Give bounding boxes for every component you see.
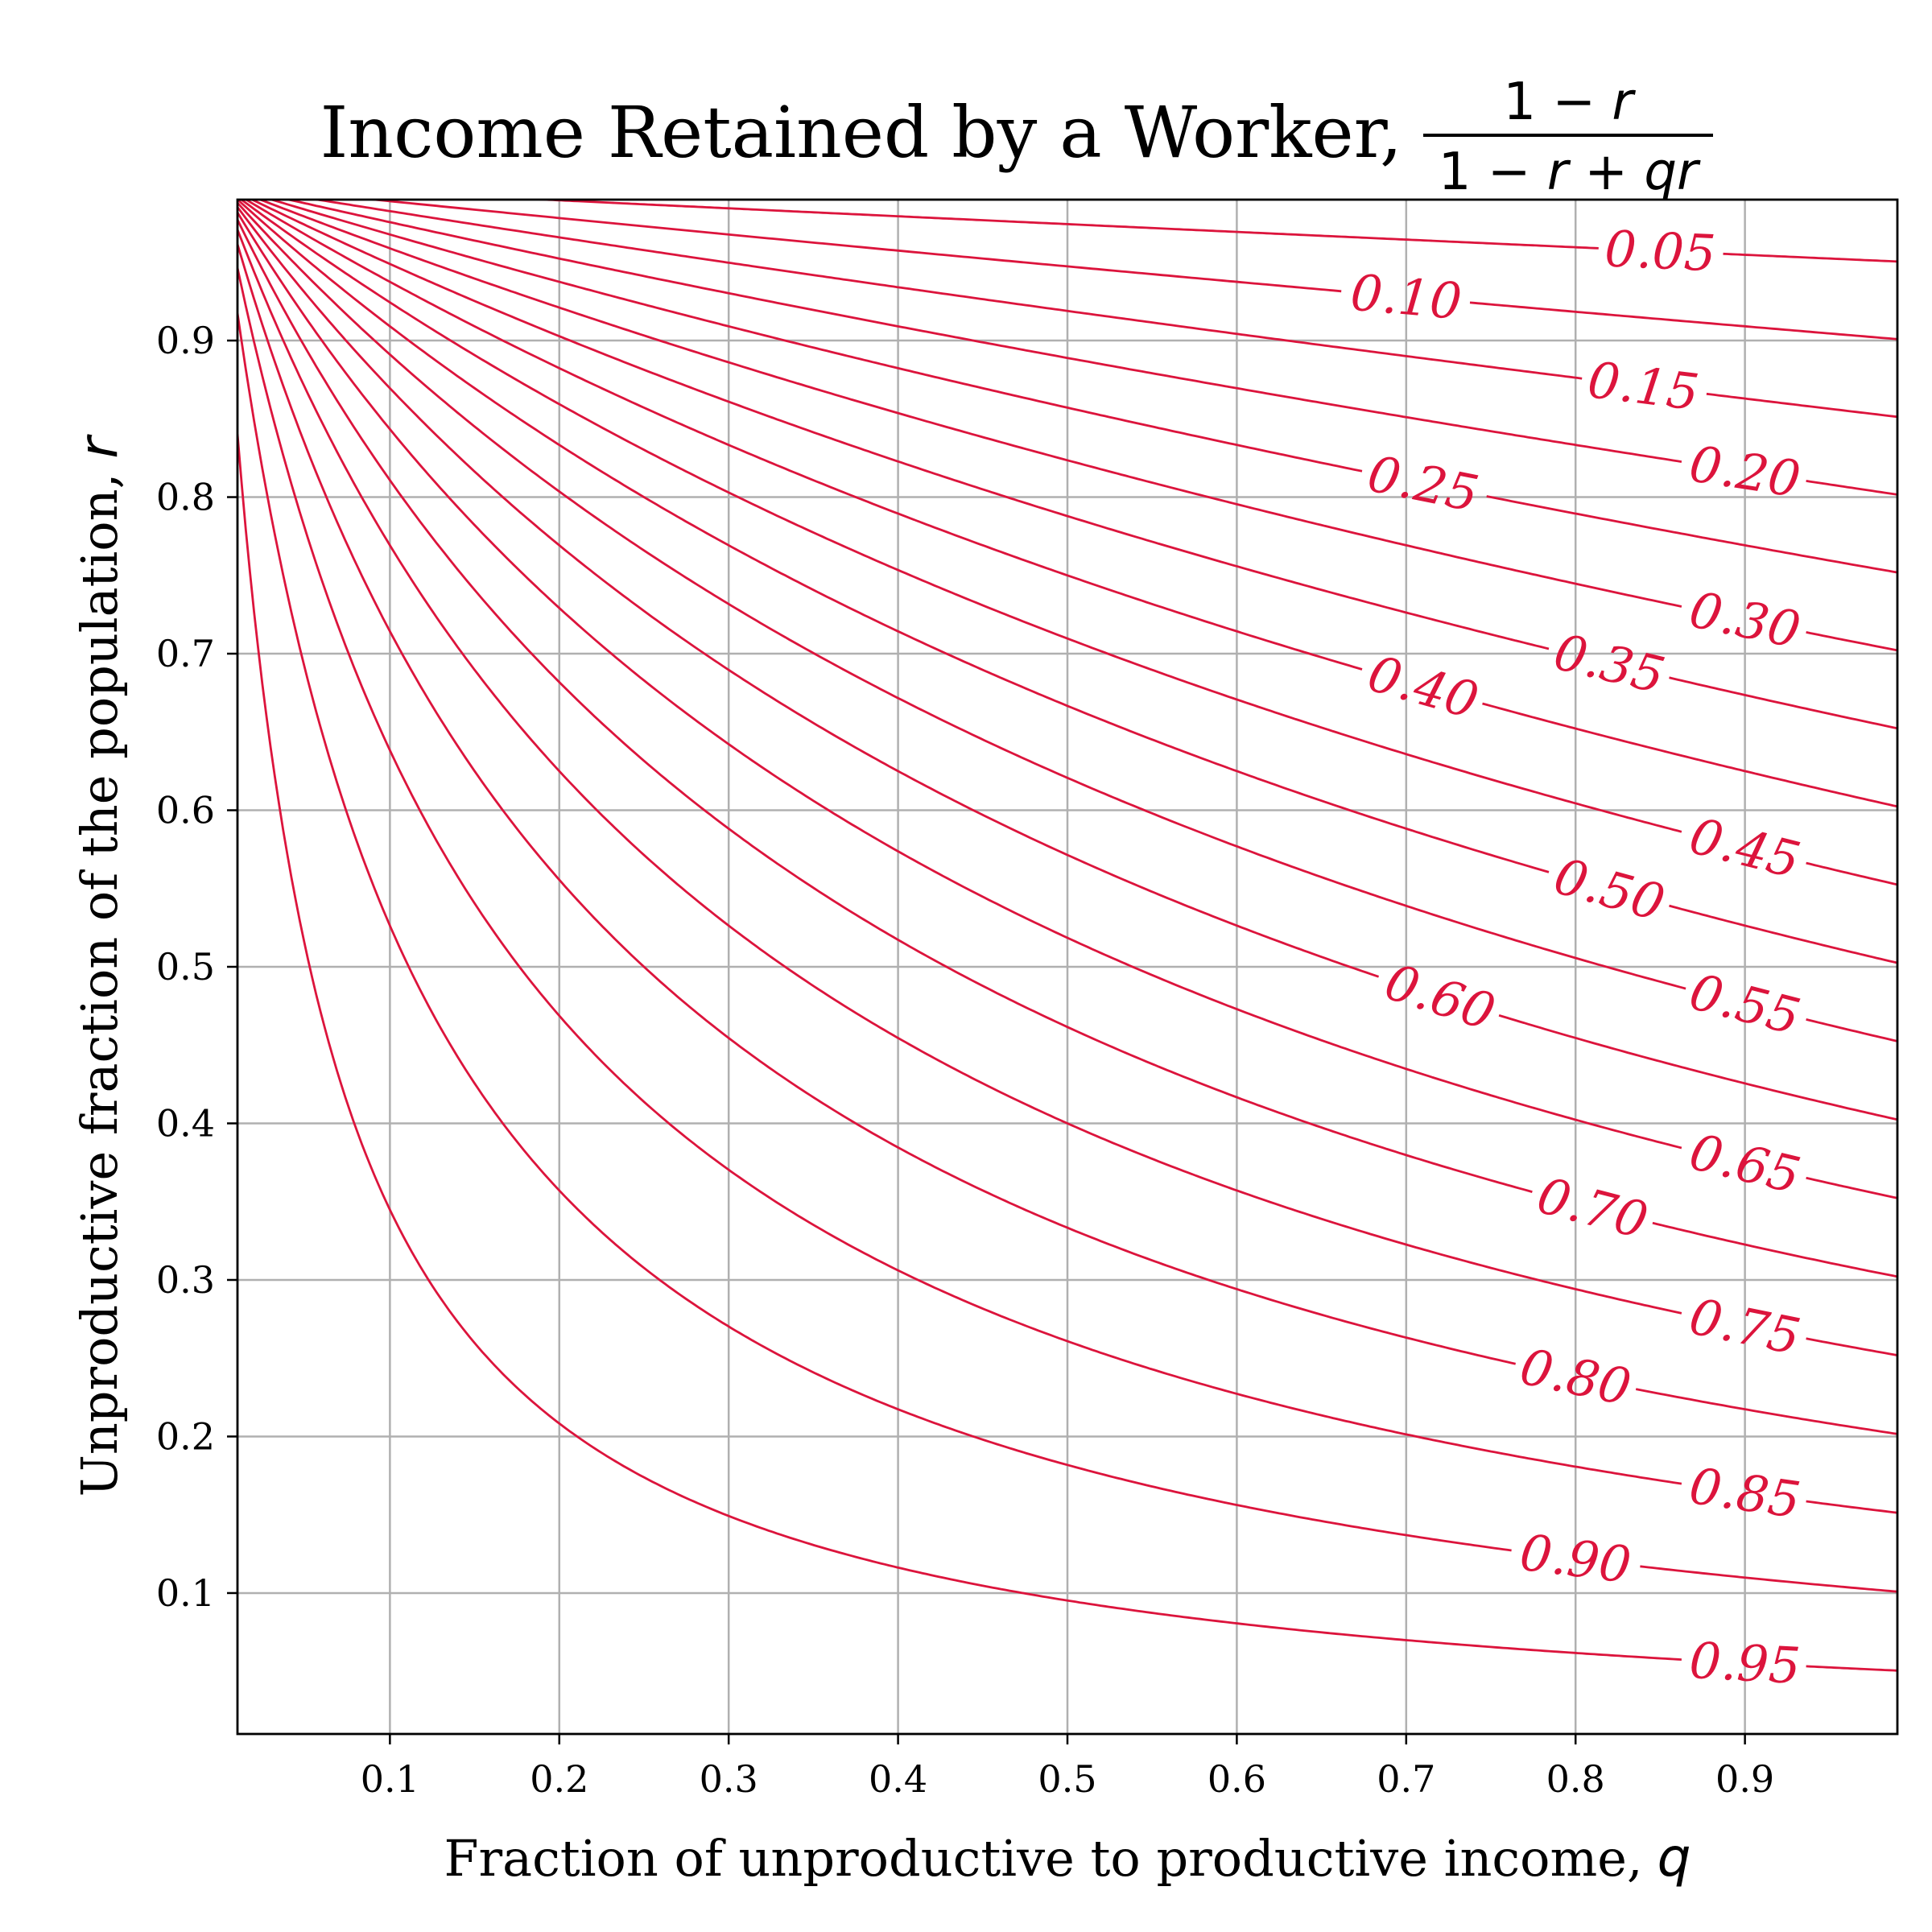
contour-line-0.50 bbox=[1669, 904, 1897, 964]
contour-label-0.80: 0.80 bbox=[1515, 1337, 1636, 1418]
title-denominator-plus: + bbox=[1568, 142, 1644, 202]
x-tick-label: 0.5 bbox=[1038, 1757, 1096, 1801]
contour-line-0.80 bbox=[1635, 1388, 1897, 1435]
x-axis-label: Fraction of unproductive to productive i… bbox=[444, 1827, 1690, 1889]
contour-line-0.40 bbox=[1482, 702, 1897, 808]
contour-line-0.55 bbox=[1806, 1018, 1897, 1042]
contour-label-0.95: 0.95 bbox=[1688, 1631, 1802, 1695]
contour-label-0.75: 0.75 bbox=[1685, 1286, 1806, 1366]
contour-label-0.45: 0.45 bbox=[1684, 806, 1806, 890]
contour-line-0.75 bbox=[1806, 1337, 1897, 1356]
contour-line-0.90 bbox=[1640, 1565, 1897, 1593]
contour-line-0.10 bbox=[363, 200, 1342, 293]
y-tick-label: 0.1 bbox=[156, 1571, 215, 1615]
y-axis-ticks: 0.1 0.2 0.3 0.4 0.5 0.6 0.7 0.8 0.9 bbox=[156, 319, 237, 1615]
x-axis-label-text: Fraction of unproductive to productive i… bbox=[444, 1829, 1642, 1888]
contour-line-0.75 bbox=[237, 229, 1682, 1315]
contour-label-0.15: 0.15 bbox=[1584, 350, 1702, 422]
contour-label-0.10: 0.10 bbox=[1348, 262, 1464, 331]
contour-line-0.05 bbox=[522, 200, 1599, 250]
contour-line-0.05 bbox=[1723, 252, 1897, 263]
grid-lines bbox=[237, 200, 1897, 1734]
contour-line-0.35 bbox=[1669, 676, 1897, 730]
x-tick-label: 0.1 bbox=[361, 1757, 419, 1801]
contour-line-0.60 bbox=[1498, 1013, 1897, 1121]
y-axis-label-symbol: r bbox=[68, 434, 130, 459]
contour-line-0.60 bbox=[237, 206, 1380, 978]
contour-line-0.85 bbox=[1806, 1500, 1897, 1514]
contour-line-0.65 bbox=[1806, 1176, 1897, 1199]
title-denominator-r: r bbox=[1547, 142, 1571, 202]
contour-label-0.05: 0.05 bbox=[1604, 219, 1717, 283]
contour-lines bbox=[237, 200, 1897, 1672]
x-tick-label: 0.7 bbox=[1377, 1757, 1435, 1801]
contour-line-0.55 bbox=[237, 202, 1686, 990]
contour-line-0.45 bbox=[239, 200, 1682, 833]
contour-line-0.50 bbox=[237, 200, 1550, 873]
x-tick-label: 0.6 bbox=[1208, 1757, 1266, 1801]
contour-label-0.70: 0.70 bbox=[1531, 1166, 1653, 1250]
title-numerator-one-minus: 1 − bbox=[1503, 72, 1612, 132]
chart-title-text: Income Retained by a Worker, bbox=[320, 91, 1402, 174]
x-axis-label-symbol: q bbox=[1657, 1827, 1691, 1889]
y-tick-label: 0.9 bbox=[156, 319, 215, 362]
contour-line-0.40 bbox=[244, 200, 1363, 671]
title-denominator-qr: qr bbox=[1644, 142, 1701, 202]
x-tick-label: 0.3 bbox=[700, 1757, 758, 1801]
x-axis-ticks: 0.1 0.2 0.3 0.4 0.5 0.6 0.7 0.8 0.9 bbox=[361, 1734, 1774, 1801]
contour-line-0.25 bbox=[1486, 495, 1897, 574]
contour-line-0.70 bbox=[1652, 1221, 1897, 1278]
y-tick-label: 0.4 bbox=[156, 1101, 215, 1145]
title-formula-numerator: 1 − r bbox=[1503, 72, 1636, 132]
contour-line-0.95 bbox=[1806, 1665, 1897, 1672]
contour-line-0.20 bbox=[1806, 480, 1897, 496]
contour-line-0.65 bbox=[237, 212, 1682, 1150]
title-formula: 1 − r 1 − r + qr bbox=[1423, 72, 1713, 202]
contour-label-0.50: 0.50 bbox=[1548, 846, 1671, 932]
y-tick-label: 0.7 bbox=[156, 632, 215, 675]
contour-line-0.20 bbox=[283, 200, 1682, 463]
contour-line-0.30 bbox=[1806, 631, 1897, 652]
contour-label-0.55: 0.55 bbox=[1684, 962, 1806, 1046]
y-axis-label-text: Unproductive fraction of the population, bbox=[70, 473, 129, 1497]
contour-label-0.65: 0.65 bbox=[1684, 1122, 1806, 1205]
contour-line-0.35 bbox=[250, 200, 1550, 650]
y-tick-label: 0.5 bbox=[156, 945, 215, 989]
x-tick-label: 0.9 bbox=[1715, 1757, 1774, 1801]
x-tick-label: 0.2 bbox=[530, 1757, 588, 1801]
contour-label-0.25: 0.25 bbox=[1363, 444, 1484, 523]
x-tick-label: 0.8 bbox=[1546, 1757, 1605, 1801]
contour-label-0.90: 0.90 bbox=[1517, 1523, 1634, 1595]
title-denominator-one-minus: 1 − bbox=[1439, 142, 1547, 202]
y-tick-label: 0.3 bbox=[156, 1258, 215, 1302]
contour-line-0.45 bbox=[1806, 861, 1897, 886]
contour-line-0.95 bbox=[237, 433, 1682, 1661]
contour-label-0.40: 0.40 bbox=[1362, 643, 1485, 730]
contour-line-0.25 bbox=[267, 200, 1363, 473]
y-tick-label: 0.8 bbox=[156, 476, 215, 519]
contour-label-0.35: 0.35 bbox=[1549, 622, 1670, 705]
contour-line-0.30 bbox=[257, 200, 1682, 608]
contour-line-0.90 bbox=[237, 312, 1512, 1552]
title-formula-denominator: 1 − r + qr bbox=[1439, 142, 1701, 202]
chart-title: Income Retained by a Worker, 1 − r 1 − r… bbox=[320, 72, 1713, 202]
contour-line-0.80 bbox=[237, 243, 1516, 1365]
title-numerator-r: r bbox=[1612, 72, 1636, 132]
contour-line-0.70 bbox=[237, 219, 1533, 1193]
y-axis-label: Unproductive fraction of the population,… bbox=[68, 434, 130, 1497]
contour-label-0.85: 0.85 bbox=[1686, 1456, 1804, 1530]
contour-line-0.15 bbox=[1706, 392, 1897, 419]
contour-line-0.85 bbox=[237, 267, 1682, 1485]
x-tick-label: 0.4 bbox=[869, 1757, 927, 1801]
contour-label-0.60: 0.60 bbox=[1378, 952, 1502, 1042]
contour-label-0.30: 0.30 bbox=[1685, 580, 1806, 659]
y-tick-label: 0.2 bbox=[156, 1414, 215, 1458]
contour-line-0.10 bbox=[1469, 301, 1897, 341]
contour-line-0.15 bbox=[310, 200, 1583, 380]
y-tick-label: 0.6 bbox=[156, 789, 215, 832]
